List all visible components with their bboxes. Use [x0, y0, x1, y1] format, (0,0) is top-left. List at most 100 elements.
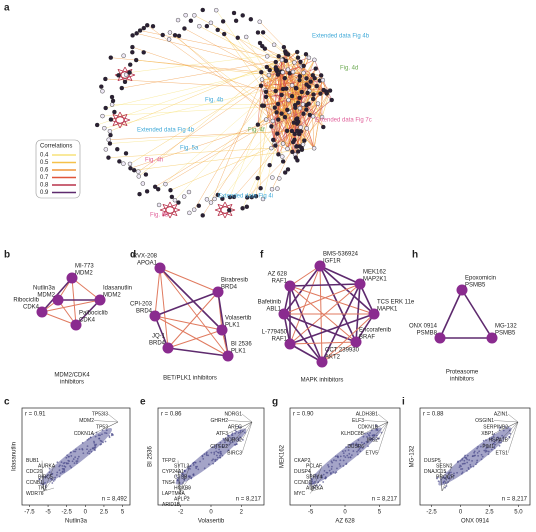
gene-label: DUSP6 — [347, 444, 364, 450]
network-node — [322, 88, 326, 92]
network-node — [312, 93, 316, 97]
point — [477, 455, 479, 457]
node-target: MDM2 — [37, 293, 55, 299]
point — [73, 451, 75, 453]
network-node — [290, 94, 294, 98]
caption: inhibitors — [450, 377, 474, 383]
network-node — [311, 97, 315, 101]
point — [204, 467, 206, 469]
network-node — [281, 70, 285, 74]
network-node — [108, 129, 112, 133]
network-node — [280, 93, 284, 97]
network-node — [222, 32, 226, 36]
network-node — [298, 106, 302, 110]
node-name: Volasertib — [225, 316, 252, 322]
point — [188, 475, 190, 477]
point — [459, 466, 461, 468]
point — [105, 441, 107, 443]
point — [219, 451, 221, 453]
network-node — [102, 126, 106, 130]
point — [460, 468, 462, 470]
gene-label: XBP1 — [481, 431, 494, 437]
network-node — [281, 159, 285, 163]
network-node — [264, 90, 268, 94]
node-name: L-779450 — [262, 330, 288, 336]
caption: MDM2/CDK4 — [54, 373, 90, 379]
x-tick-label: -5 — [308, 510, 314, 516]
point — [473, 455, 475, 457]
gene-label: ARID1B — [162, 502, 181, 508]
point — [77, 458, 79, 460]
network-node — [298, 96, 302, 100]
point — [357, 454, 359, 456]
network-node — [298, 78, 302, 82]
r-value: r = 0.90 — [293, 412, 314, 418]
network-node — [328, 89, 332, 93]
network-node — [201, 8, 205, 12]
x-tick-label: -2.5 — [426, 510, 437, 516]
point — [326, 472, 328, 474]
point — [222, 455, 224, 457]
gene-label: PROCR — [436, 474, 454, 480]
node-name: CPI-203 — [130, 302, 153, 308]
network-node — [304, 76, 308, 80]
x-tick-label: -7.5 — [24, 510, 35, 516]
gene-label: PIM1 — [482, 444, 494, 450]
network-node — [236, 36, 240, 40]
gene-label: NDRG2 — [224, 437, 242, 443]
point — [345, 456, 347, 458]
network-node — [95, 123, 99, 127]
network-node — [135, 31, 139, 35]
point — [476, 462, 478, 464]
point — [340, 456, 342, 458]
point — [88, 450, 90, 452]
point — [473, 452, 475, 454]
panel-label: e — [140, 397, 146, 408]
network-node — [296, 120, 300, 124]
point — [324, 470, 326, 472]
node-target: PSMB5 — [495, 331, 516, 337]
node-name: CCT 239930 — [325, 348, 360, 354]
panel-label: a — [4, 3, 10, 14]
point — [332, 471, 334, 473]
node-name: MG-132 — [495, 324, 517, 330]
point — [90, 451, 92, 453]
network-node — [136, 170, 140, 174]
network-node — [302, 139, 306, 143]
network-node — [138, 192, 142, 196]
point — [202, 456, 204, 458]
network-node — [137, 174, 141, 178]
annotation: Extended data Fig 4b — [312, 34, 370, 40]
network-node — [144, 173, 148, 177]
point — [485, 451, 487, 453]
point — [67, 460, 69, 462]
network-node — [273, 106, 277, 110]
network-node — [122, 54, 126, 58]
network-node — [187, 211, 191, 215]
point — [90, 449, 92, 451]
network-node — [234, 19, 238, 23]
network-node — [112, 110, 116, 114]
x-tick-label: 2.5 — [100, 510, 109, 516]
point — [359, 450, 361, 452]
network-node — [256, 176, 260, 180]
node-target: AKT2 — [325, 355, 341, 361]
network-node — [173, 198, 177, 202]
node-target: CDK4 — [23, 305, 40, 311]
network-node — [99, 85, 103, 89]
point — [344, 450, 346, 452]
network-node — [269, 146, 273, 150]
network-node — [301, 102, 305, 106]
point — [199, 461, 201, 463]
annotation: Fig. 4d — [340, 66, 358, 72]
network-node — [270, 187, 274, 191]
point — [195, 467, 197, 469]
network-node — [209, 21, 213, 25]
network-node — [221, 19, 225, 23]
point — [82, 449, 84, 451]
point — [54, 477, 56, 479]
gene-label: ATF3 — [216, 431, 228, 437]
point — [112, 434, 114, 436]
point — [77, 460, 79, 462]
point — [235, 431, 237, 433]
